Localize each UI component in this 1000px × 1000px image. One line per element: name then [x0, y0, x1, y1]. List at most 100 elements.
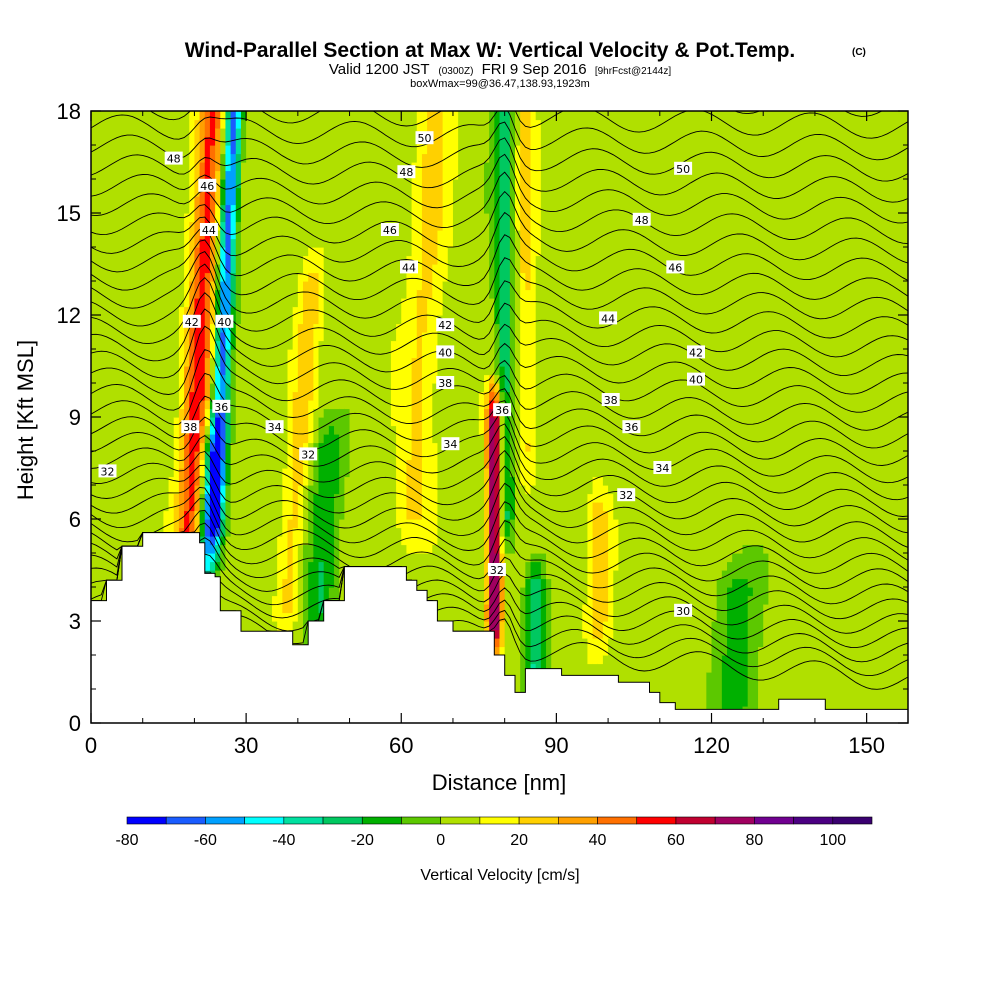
heatmap-cell	[184, 366, 190, 435]
heatmap-cell	[199, 238, 206, 401]
colorbar-tick-label: -80	[115, 832, 138, 849]
heatmap-cell	[571, 111, 578, 723]
heatmap-cell	[758, 111, 764, 546]
heatmap-cell	[230, 442, 237, 723]
heatmap-cell	[442, 281, 449, 723]
contour-label-text: 46	[668, 261, 682, 274]
colorbar-tick-label: 80	[746, 832, 764, 849]
heatmap-cell	[416, 289, 423, 520]
contour-label-text: 44	[402, 261, 416, 274]
colorbar-swatch	[714, 816, 755, 825]
colorbar-swatch	[754, 816, 794, 825]
heatmap-cell	[297, 485, 304, 546]
heatmap-cell	[308, 400, 314, 444]
heatmap-cell	[597, 638, 604, 665]
heatmap-cell	[313, 272, 320, 325]
heatmap-cell	[323, 111, 330, 410]
contour-label-text: 34	[268, 421, 282, 434]
heatmap-cell	[220, 128, 227, 155]
heatmap-cell	[530, 663, 537, 673]
heatmap-cell	[209, 221, 216, 282]
heatmap-cell	[209, 536, 216, 546]
heatmap-cell	[334, 493, 340, 656]
heatmap-cell	[752, 544, 759, 716]
heatmap-cell	[737, 111, 744, 554]
heatmap-cell	[535, 119, 542, 257]
heatmap-cell	[230, 111, 237, 155]
heatmap-cell	[230, 349, 237, 444]
plot-area	[91, 0, 908, 723]
theta-contour-line	[91, 434, 908, 517]
y-axis-label: Height [Kft MSL]	[13, 340, 38, 500]
heatmap-cell	[504, 510, 511, 520]
theta-contour-line	[91, 486, 908, 574]
heatmap-cell	[303, 281, 309, 444]
theta-contour-line	[149, 111, 908, 139]
heatmap-cell	[292, 306, 299, 393]
heatmap-cell	[411, 357, 418, 520]
colorbar-swatch	[126, 816, 167, 825]
heatmap-cell	[592, 476, 599, 503]
colorbar-swatch	[636, 816, 677, 825]
heatmap-cell	[463, 111, 470, 723]
heatmap-cell	[530, 578, 537, 665]
contour-label-text: 32	[619, 489, 633, 502]
heatmap-cell	[266, 111, 273, 723]
contour-label: 36	[493, 403, 512, 417]
contour-label-bg	[674, 161, 693, 175]
heatmap-cell	[861, 111, 868, 723]
heatmap-cell	[494, 383, 501, 393]
heatmap-cell	[220, 111, 227, 129]
heatmap-cell	[220, 485, 227, 503]
contour-label-bg	[632, 212, 651, 226]
heatmap-cell	[752, 111, 759, 546]
contour-label-text: 46	[200, 180, 214, 193]
theta-contour-line	[91, 251, 908, 339]
heatmap-cell	[499, 408, 506, 537]
contour-label-text: 48	[399, 166, 413, 179]
heatmap-cell	[794, 111, 801, 723]
heatmap-cell	[411, 162, 418, 359]
heatmap-cell	[318, 111, 325, 248]
heatmap-cell	[204, 519, 211, 537]
heatmap-cell	[742, 544, 749, 580]
heatmap-cell	[659, 111, 666, 723]
heatmap-cell	[215, 230, 221, 265]
heatmap-cell	[535, 111, 542, 121]
contour-label-bg	[415, 131, 434, 145]
heatmap-cell	[215, 536, 221, 546]
theta-contour-line	[91, 111, 908, 161]
heatmap-cell	[230, 306, 237, 350]
y-tick-label: 18	[57, 99, 81, 124]
theta-contour-line	[91, 498, 908, 590]
heatmap-cell	[432, 442, 439, 546]
heatmap-cell	[825, 111, 832, 723]
contour-label-text: 48	[635, 214, 649, 227]
heatmap-cell	[530, 485, 537, 554]
colorbar-tick-label: -40	[272, 832, 295, 849]
theta-contour-line	[91, 228, 908, 300]
heatmap-cell	[199, 476, 206, 495]
contour-label-bg	[599, 311, 618, 325]
heatmap-cell	[582, 111, 588, 605]
heatmap-cell	[882, 111, 888, 723]
heatmap-cell	[447, 247, 454, 723]
heatmap-cell	[406, 519, 413, 554]
heatmap-cell	[489, 111, 495, 299]
heatmap-cell	[225, 204, 232, 274]
heatmap-cell	[318, 340, 325, 418]
heatmap-cell	[494, 323, 501, 376]
heatmap-cell	[747, 111, 754, 546]
contour-labels: 50 48 46 48 50 48 44 46 46 44 42 40 44 42 42 40 40 38 38 36…	[98, 131, 705, 618]
y-tick-label: 15	[57, 201, 81, 226]
chart-box-info: boxWmax=99@36.47,138.93,1923m	[410, 78, 590, 90]
heatmap-cell	[209, 434, 216, 444]
heatmap-cell	[530, 553, 537, 563]
heatmap-cell	[235, 128, 242, 155]
colorbar-swatch	[244, 816, 285, 825]
heatmap-cell	[235, 221, 242, 325]
x-tick-label: 120	[693, 733, 730, 758]
contour-label-text: 32	[101, 465, 115, 478]
theta-contour-line	[91, 0, 908, 27]
contour-label: 40	[215, 314, 234, 329]
